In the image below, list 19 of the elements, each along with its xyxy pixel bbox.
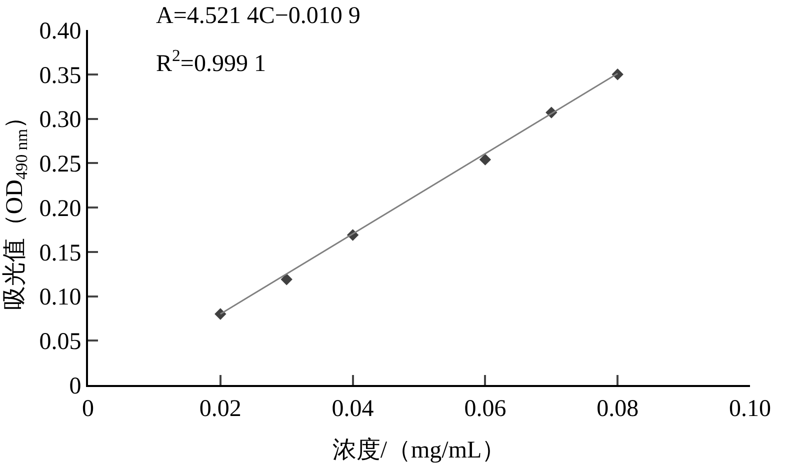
x-tick-label: 0.06 xyxy=(464,396,506,422)
x-tick-label: 0.02 xyxy=(199,396,242,422)
y-tick-label: 0.15 xyxy=(39,240,82,266)
x-tick-label: 0.10 xyxy=(729,396,771,422)
x-axis-title: 浓度/（mg/mL） xyxy=(332,436,506,464)
x-tick-label: 0.04 xyxy=(332,396,374,422)
y-tick-label: 0.30 xyxy=(39,107,82,134)
annotation: R$^{2}$=0.999 1 xyxy=(156,46,266,78)
point xyxy=(479,154,492,166)
text: A=4.521 4C−0.010 9 xyxy=(156,3,360,29)
y-tick-label: 0.35 xyxy=(39,62,82,89)
y-tick-label: 0.25 xyxy=(39,152,82,178)
y-tick-label: 0.20 xyxy=(39,196,82,222)
y-tick-label: 0 xyxy=(69,373,82,400)
y-tick-label: 0.10 xyxy=(39,284,82,311)
y-tick-label: 0.05 xyxy=(39,329,82,356)
y-tick-label: 0.40 xyxy=(39,18,82,44)
point xyxy=(280,274,292,286)
x-tick-label: 0.08 xyxy=(596,396,639,422)
